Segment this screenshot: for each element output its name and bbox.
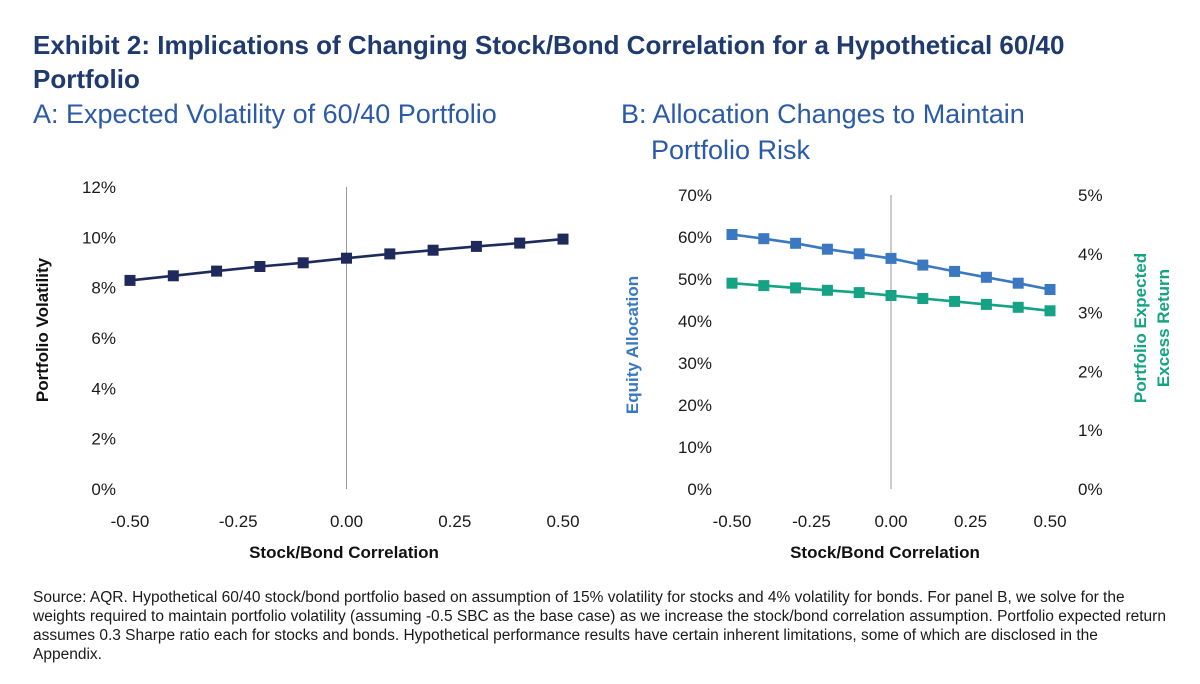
panel-b-portfolio-expected-excess-return-point [885,290,897,301]
panel-b-equity-allocation-point [821,243,833,255]
panel-a-y-tick-label: 4% [91,379,116,398]
panel-b-y2-tick-label: 2% [1078,362,1103,381]
panel-b-y2-tick-label: 4% [1078,245,1103,264]
panel-a-x-axis-title: Stock/Bond Correlation [249,543,439,562]
source-note: Source: AQR. Hypothetical 60/40 stock/bo… [33,589,1166,663]
panel-b-y-tick-label: 30% [678,354,712,373]
panel-b-portfolio-expected-excess-return-point [1044,305,1056,317]
panel-b-x-tick-label: 0.25 [954,512,987,531]
panel-b-equity-allocation-point [1044,284,1056,295]
panel-b-title-line1: B: Allocation Changes to Maintain [621,99,1025,129]
panel-b-equity-allocation-point [1012,277,1024,289]
panel-b-y2-tick-label: 1% [1078,421,1103,440]
panel-a-title: A: Expected Volatility of 60/40 Portfoli… [33,99,497,129]
panel-a-portfolio-volatility-point [514,237,526,249]
panel-b-portfolio-expected-excess-return-point [1012,301,1024,313]
panel-b-y2-tick-label: 0% [1078,480,1103,499]
panel-a-portfolio-volatility-point [297,257,309,269]
panel-a-portfolio-volatility-point [211,265,223,277]
panel-b-portfolio-expected-excess-return-point [758,280,770,292]
panel-b-y-tick-label: 10% [678,438,712,457]
panel-b-y-tick-label: 40% [678,312,712,331]
panel-b-portfolio-expected-excess-return-point [790,282,802,294]
panel-a-y-tick-label: 0% [91,480,116,499]
panel-a-y-tick-label: 12% [82,178,116,197]
panel-b-x-tick-label: -0.50 [713,512,752,531]
panel-a-portfolio-volatility-point [470,240,482,252]
panel-a-x-tick-label: 0.25 [438,512,471,531]
panel-a-portfolio-volatility-point [124,274,136,286]
panel-a-portfolio-volatility-point [167,270,179,282]
panel-b-y-tick-label: 60% [678,228,712,247]
panel-b-y-axis-title: Equity Allocation [623,276,642,414]
panel-b-equity-allocation-point [853,248,865,260]
panel-a-portfolio-volatility-point [341,252,352,264]
panel-b-y-tick-label: 0% [687,480,712,499]
panel-a-x-tick-label: -0.25 [219,512,258,531]
panel-b-equity-allocation-point [949,265,961,277]
panel-b-x-tick-label: 0.50 [1033,512,1066,531]
panel-a-y-axis-title: Portfolio Volatility [33,257,52,402]
panel-b-y-tick-label: 20% [678,396,712,415]
panel-b-y2-tick-label: 3% [1078,304,1103,323]
panel-b-portfolio-expected-excess-return-point [821,284,833,296]
panel-b-y2-axis-title-line2: Excess Return [1154,269,1173,387]
panel-b-equity-allocation-point [790,237,802,249]
panel-a-portfolio-volatility-point [427,244,439,256]
panel-b-y-tick-label: 70% [678,186,712,205]
panel-b-title-line2: Portfolio Risk [651,135,811,165]
panel-b-x-tick-label: 0.00 [874,512,907,531]
panel-b-portfolio-expected-excess-return-point [980,298,992,310]
panel-b-title: B: Allocation Changes to Maintain Portfo… [621,96,1081,168]
panel-a-y-tick-label: 6% [91,329,116,348]
panel-b-portfolio-expected-excess-return-point [726,277,738,289]
panel-a-portfolio-volatility-point [384,248,396,260]
panel-a-portfolio-volatility-point [557,233,569,245]
panel-a-portfolio-volatility-point [254,261,266,272]
panel-b-equity-allocation-point [758,233,770,245]
panel-b-equity-allocation-point [980,271,992,283]
panel-a-y-tick-label: 10% [82,228,116,247]
panel-a-y-tick-label: 8% [91,279,116,298]
panel-b-portfolio-expected-excess-return-point [917,293,929,304]
panel-b-equity-allocation-point [726,229,738,240]
panel-b-portfolio-expected-excess-return-point [853,287,865,299]
panel-b-portfolio-expected-excess-return-point [949,295,961,307]
exhibit-title: Exhibit 2: Implications of Changing Stoc… [33,30,1065,94]
panel-b-equity-allocation-point [885,252,897,264]
panel-a-chart: Portfolio Volatility Stock/Bond Correlat… [33,178,580,562]
panel-a-y-tick-label: 2% [91,430,116,449]
panel-b-y-tick-label: 50% [678,270,712,289]
panel-a-x-tick-label: 0.00 [330,512,363,531]
panel-a-x-tick-label: 0.50 [546,512,579,531]
panel-b-equity-allocation-point [917,259,929,271]
panel-b-x-tick-label: -0.25 [792,512,831,531]
panel-b-y2-axis-title-line1: Portfolio Expected [1131,253,1150,403]
panel-b-chart: Equity Allocation Portfolio Expected Exc… [623,186,1173,562]
panel-b-x-axis-title: Stock/Bond Correlation [790,543,980,562]
panel-b-y2-tick-label: 5% [1078,186,1103,205]
panel-a-x-tick-label: -0.50 [111,512,150,531]
